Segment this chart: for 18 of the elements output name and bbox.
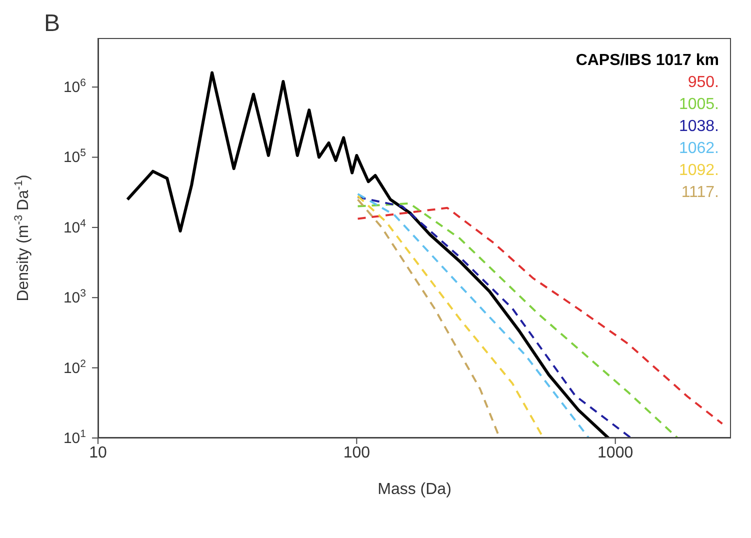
x-tick-label: 1000 (598, 444, 634, 462)
y-tick-label: 10$^{4}$ (63, 217, 86, 236)
y-tick-label: 10$^{1}$ (63, 428, 86, 447)
x-axis-title: Mass (Da) (378, 481, 452, 498)
y-tick-label: 10$^{2}$ (63, 358, 86, 377)
x-tick-label: 10 (89, 444, 107, 462)
y-tick-label: 10$^{6}$ (63, 77, 86, 96)
text: 1092. (678, 161, 719, 181)
text: 1062. (678, 139, 719, 159)
text: 950. (686, 73, 719, 93)
text: 1038. (678, 117, 719, 137)
x-tick-label: 100 (343, 444, 370, 462)
text: 1117. (680, 183, 719, 203)
text: 1005. (678, 95, 719, 115)
y-tick-label: 10$^{3}$ (63, 288, 86, 307)
text: B (44, 10, 60, 38)
text: CAPS/IBS 1017 km (576, 51, 719, 71)
y-tick-label: 10$^{5}$ (63, 147, 86, 166)
